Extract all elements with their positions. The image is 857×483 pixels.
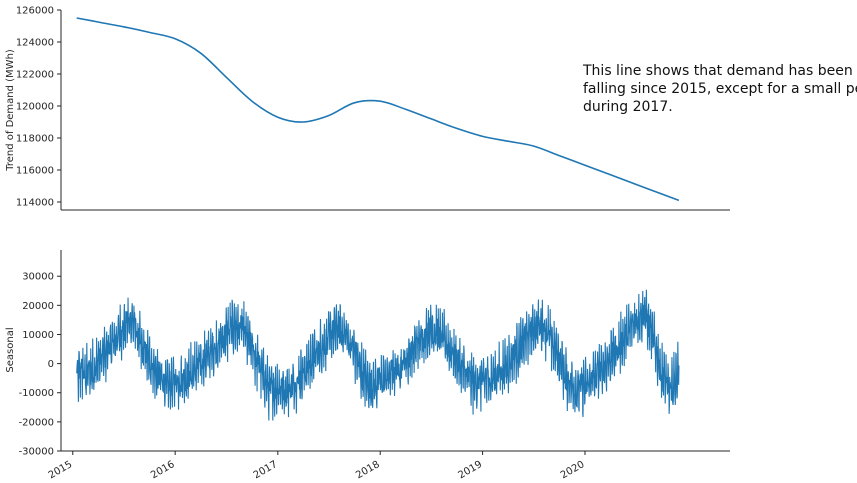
trend-series-line [76, 17, 680, 202]
x-tick-label: 2020 [559, 459, 587, 481]
annotation-line-3: during 2017. [583, 99, 673, 115]
trend-chart: This line shows that demand has been fal… [5, 6, 857, 211]
seasonal-chart: Seasonal -30000 -20000 -10000 0 10000 20000 30… [5, 250, 730, 481]
x-tick-label: 2017 [252, 459, 280, 481]
trend-y-tick-label: 126000 [16, 6, 54, 17]
trend-y-tick-label: 122000 [16, 70, 54, 81]
seasonal-y-ticks: -30000 -20000 -10000 0 10000 20000 30000 [19, 272, 61, 458]
trend-y-ticks: 114000 116000 118000 120000 122000 124000 1260… [16, 6, 61, 209]
seasonal-y-tick-label: 30000 [22, 272, 54, 283]
x-tick-label: 2019 [457, 459, 485, 481]
trend-y-axis-label: Trend of Demand (MWh) [5, 49, 16, 172]
seasonal-y-tick-label: -20000 [19, 417, 54, 428]
seasonal-x-ticks: 2015 2016 2017 2018 2019 2020 [47, 451, 587, 481]
seasonal-y-tick-label: -30000 [19, 447, 54, 458]
seasonal-y-tick-label: 10000 [22, 330, 54, 341]
trend-y-tick-label: 118000 [16, 134, 54, 145]
trend-y-tick-label: 120000 [16, 102, 54, 113]
seasonal-series-line [76, 289, 680, 421]
x-tick-label: 2018 [354, 459, 382, 481]
seasonal-y-axis-label: Seasonal [5, 327, 16, 372]
x-tick-label: 2016 [149, 459, 177, 481]
annotation-line-1: This line shows that demand has been [582, 63, 853, 79]
seasonal-y-tick-label: 0 [48, 359, 54, 370]
trend-y-tick-label: 116000 [16, 166, 54, 177]
trend-y-tick-label: 124000 [16, 38, 54, 49]
annotation-line-2: falling since 2015, except for a small p… [583, 81, 857, 97]
seasonal-y-tick-label: -10000 [19, 388, 54, 399]
x-tick-label: 2015 [47, 459, 75, 481]
trend-y-tick-label: 114000 [16, 198, 54, 209]
seasonal-y-tick-label: 20000 [22, 301, 54, 312]
